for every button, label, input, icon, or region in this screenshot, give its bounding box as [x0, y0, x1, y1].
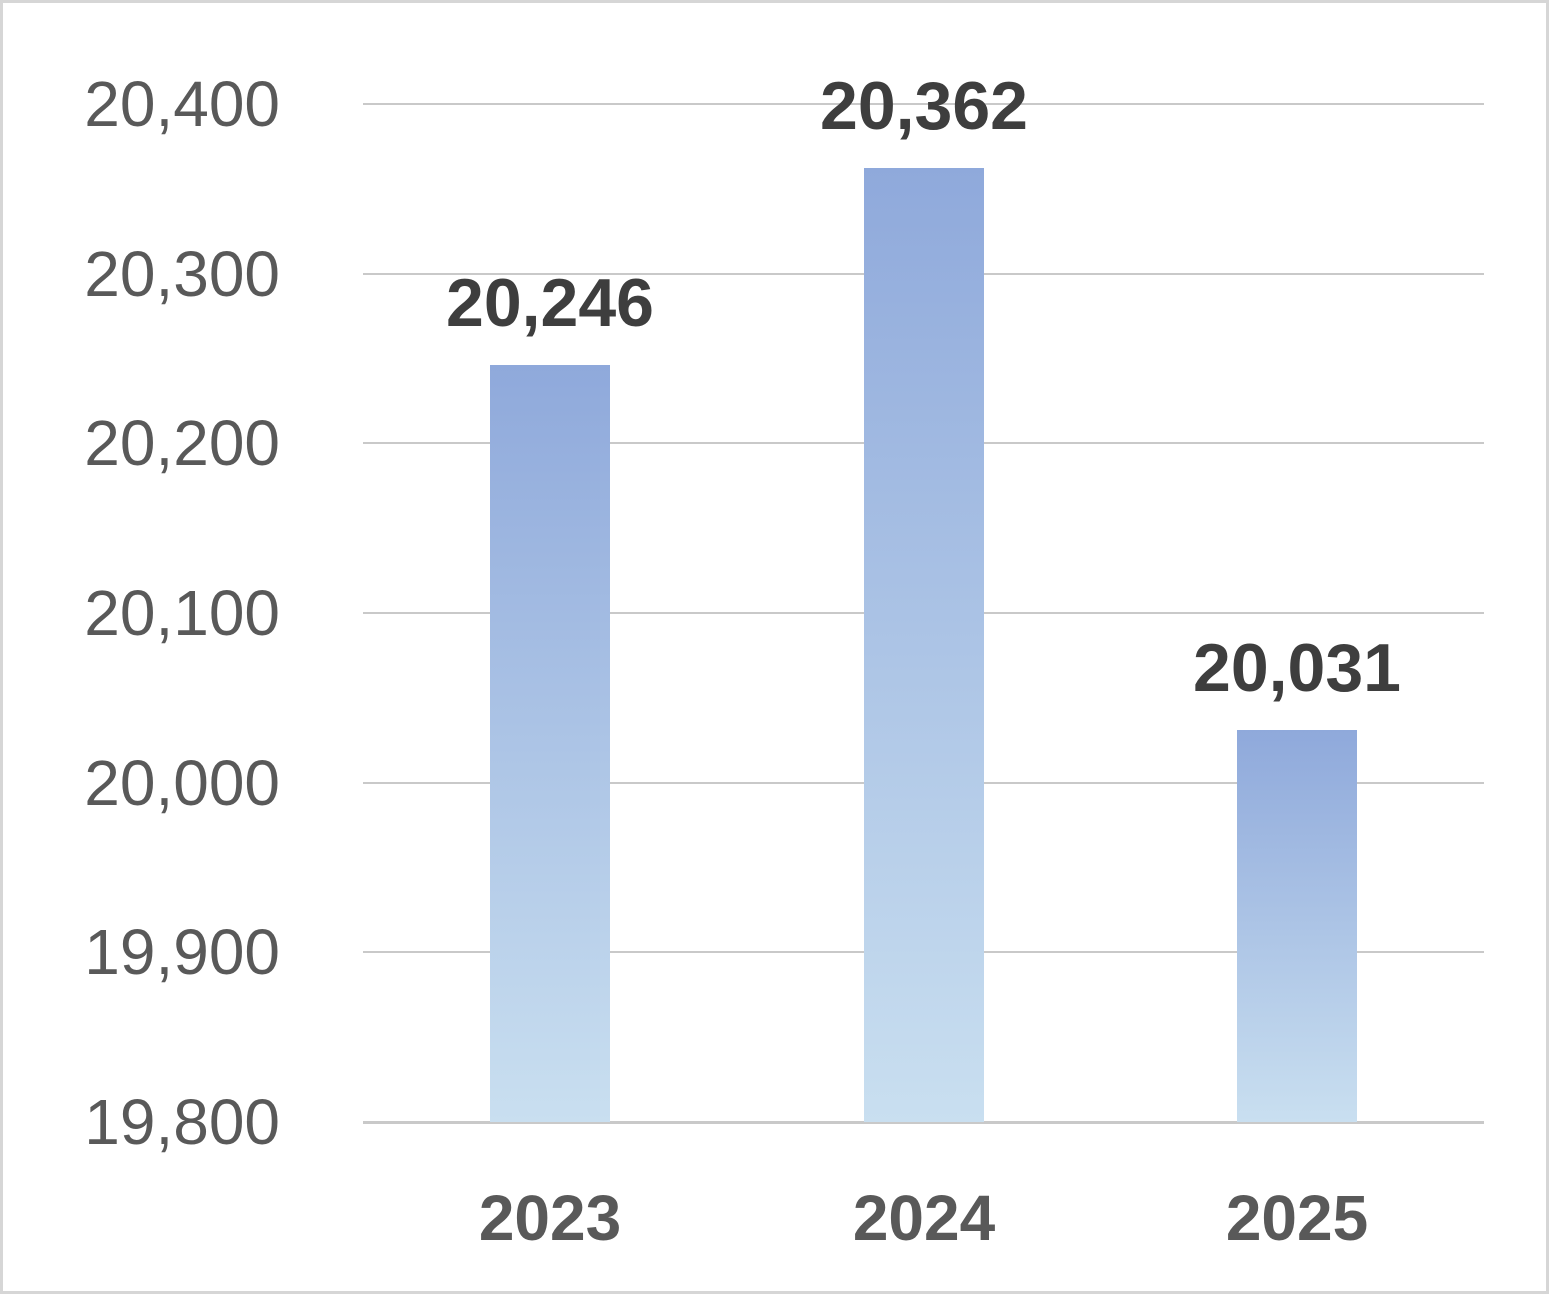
- category-label-2023: 2023: [478, 1182, 622, 1254]
- bar-2024: [864, 168, 984, 1122]
- y-axis-tick-label: 20,100: [84, 577, 280, 649]
- bar-2025: [1237, 730, 1357, 1122]
- y-axis-tick-label: 19,800: [84, 1086, 280, 1158]
- data-label-2024: 20,362: [820, 68, 1028, 144]
- data-label-2025: 20,031: [1193, 630, 1401, 706]
- y-axis-tick-label: 19,900: [84, 916, 280, 988]
- category-label-2024: 2024: [852, 1182, 996, 1254]
- x-axis-line: [363, 1121, 1484, 1124]
- y-axis-tick-label: 20,300: [84, 238, 280, 310]
- data-label-2023: 20,246: [446, 265, 654, 341]
- category-label-2025: 2025: [1225, 1182, 1369, 1254]
- gridline: [363, 103, 1484, 105]
- y-axis-tick-label: 20,000: [84, 747, 280, 819]
- y-axis-tick-label: 20,200: [84, 407, 280, 479]
- bar-2023: [490, 365, 610, 1122]
- y-axis-tick-label: 20,400: [84, 68, 280, 140]
